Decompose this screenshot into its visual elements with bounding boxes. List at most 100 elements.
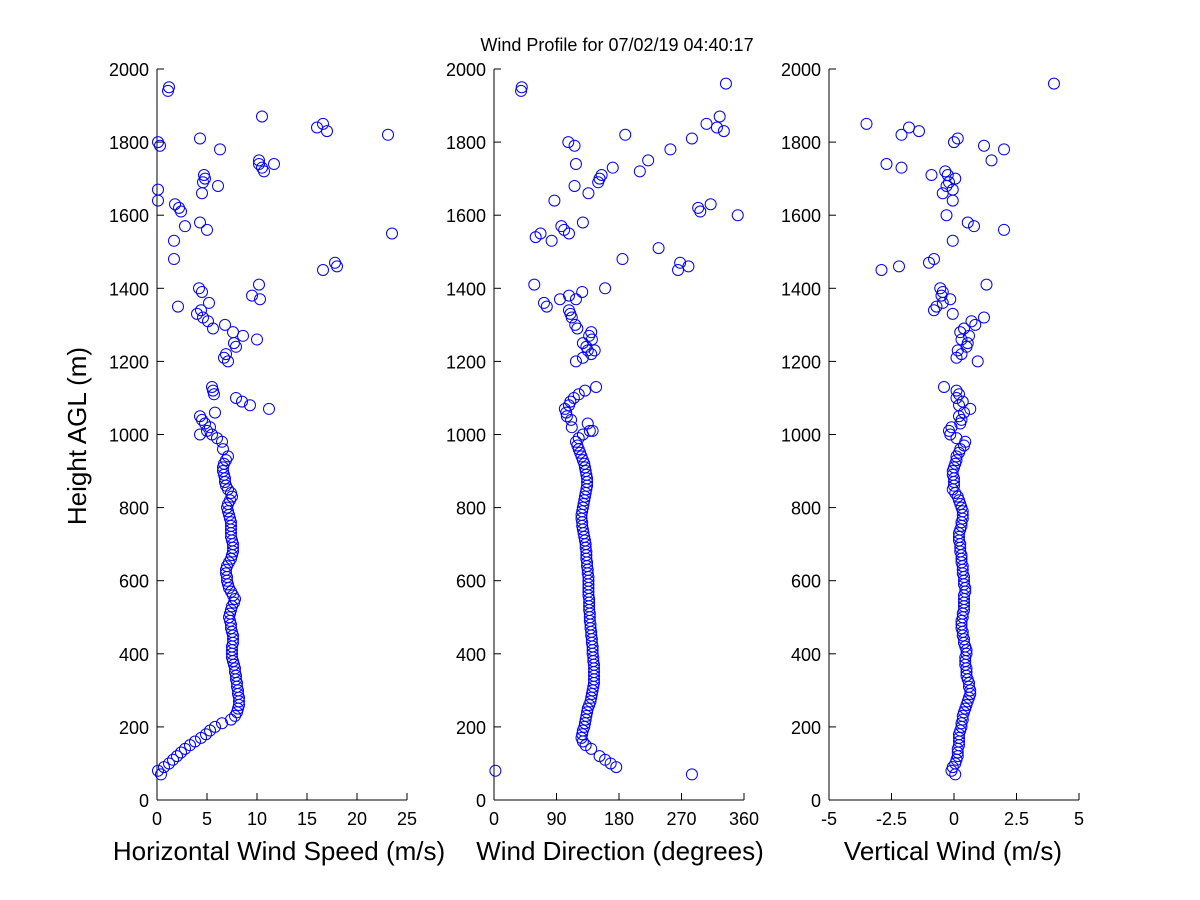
data-point xyxy=(253,154,265,167)
data-point xyxy=(207,322,219,335)
y-tick-label: 1000 xyxy=(781,426,821,446)
data-point xyxy=(969,318,982,331)
data-point xyxy=(217,443,229,456)
data-point xyxy=(956,713,969,726)
data-point xyxy=(562,136,575,149)
data-point xyxy=(619,128,632,141)
y-tick-label: 1000 xyxy=(446,426,486,446)
data-point xyxy=(209,406,221,419)
x-tick-label: 25 xyxy=(397,809,417,829)
data-point xyxy=(949,172,962,185)
data-point xyxy=(163,757,175,770)
data-point xyxy=(685,768,698,781)
data-point xyxy=(227,326,239,339)
y-tick-label: 800 xyxy=(456,499,486,519)
data-point xyxy=(572,432,585,445)
data-point xyxy=(555,220,568,233)
data-point xyxy=(237,329,249,342)
data-point xyxy=(581,417,594,430)
data-point xyxy=(317,117,329,130)
data-point xyxy=(700,117,713,130)
data-point xyxy=(941,168,954,181)
data-point xyxy=(682,260,695,273)
data-point xyxy=(578,384,591,397)
data-point xyxy=(674,256,687,269)
data-point xyxy=(576,285,589,298)
data-point xyxy=(569,355,582,368)
data-point xyxy=(203,296,215,309)
data-point xyxy=(225,603,237,616)
y-tick-label: 1800 xyxy=(446,133,486,153)
data-point xyxy=(731,209,744,222)
data-point xyxy=(583,424,596,437)
data-point xyxy=(563,289,575,302)
data-point xyxy=(246,289,258,302)
data-point xyxy=(515,81,528,94)
data-point xyxy=(251,333,263,346)
data-point xyxy=(1048,77,1060,90)
x-tick-label: -5 xyxy=(821,809,837,829)
data-point xyxy=(152,183,164,196)
data-point xyxy=(194,216,206,229)
panel-wind-direction: 0 90 180 270 360 0 200 400 600 800 1000 1200 1400 160… xyxy=(446,60,759,829)
data-point xyxy=(563,304,575,317)
x-axis-label-horizontal-wind-speed: Horizontal Wind Speed (m/s) xyxy=(113,836,445,866)
data-point xyxy=(173,201,185,214)
data-point xyxy=(254,293,266,306)
data-point xyxy=(540,300,553,313)
y-tick-label: 1800 xyxy=(109,133,149,153)
data-point xyxy=(950,432,963,445)
data-point xyxy=(985,154,998,167)
data-point xyxy=(538,296,550,309)
x-tick-label: 0 xyxy=(489,809,499,829)
panel-vertical-wind: -5 -2.5 0 2.5 5 0 200 400 600 800 1000 1200 1400 1600… xyxy=(781,60,1084,829)
data-point xyxy=(572,388,585,401)
data-point xyxy=(971,355,984,368)
data-point xyxy=(221,501,233,514)
data-point xyxy=(152,194,164,207)
data-point xyxy=(954,326,967,339)
data-point xyxy=(194,410,206,423)
data-point xyxy=(256,110,268,123)
data-point xyxy=(946,761,959,774)
data-point xyxy=(950,384,963,397)
data-point xyxy=(965,315,978,328)
data-point xyxy=(199,172,211,185)
data-point xyxy=(191,307,203,320)
data-point xyxy=(939,165,952,178)
x-axis-label-vertical-wind: Vertical Wind (m/s) xyxy=(844,836,1062,866)
data-point xyxy=(253,158,265,171)
data-point xyxy=(196,285,208,298)
y-tick-label: 1400 xyxy=(446,279,486,299)
data-point xyxy=(593,750,606,763)
data-point xyxy=(193,282,205,295)
data-point xyxy=(230,391,242,404)
data-point xyxy=(545,234,558,247)
data-point xyxy=(953,388,965,401)
data-point xyxy=(167,753,179,766)
data-point xyxy=(168,234,180,247)
data-point xyxy=(578,461,591,474)
data-point xyxy=(934,282,947,295)
data-point xyxy=(317,264,329,277)
data-point xyxy=(489,764,502,777)
data-point xyxy=(208,388,220,401)
data-point xyxy=(664,143,677,156)
data-point xyxy=(569,435,582,448)
data-point xyxy=(956,508,969,521)
y-tick-label: 2000 xyxy=(781,60,821,80)
y-tick-label: 1600 xyxy=(109,206,149,226)
data-point xyxy=(220,348,232,361)
y-tick-label: 400 xyxy=(456,645,486,665)
y-tick-label: 2000 xyxy=(109,60,149,80)
data-point xyxy=(222,355,234,368)
data-point xyxy=(961,216,974,229)
y-tick-label: 600 xyxy=(456,572,486,592)
data-point xyxy=(382,128,394,141)
data-point xyxy=(263,402,275,415)
data-point xyxy=(956,395,969,408)
y-tick-label: 1200 xyxy=(446,352,486,372)
data-point xyxy=(950,450,963,463)
data-point xyxy=(642,154,655,167)
data-point xyxy=(950,391,963,404)
